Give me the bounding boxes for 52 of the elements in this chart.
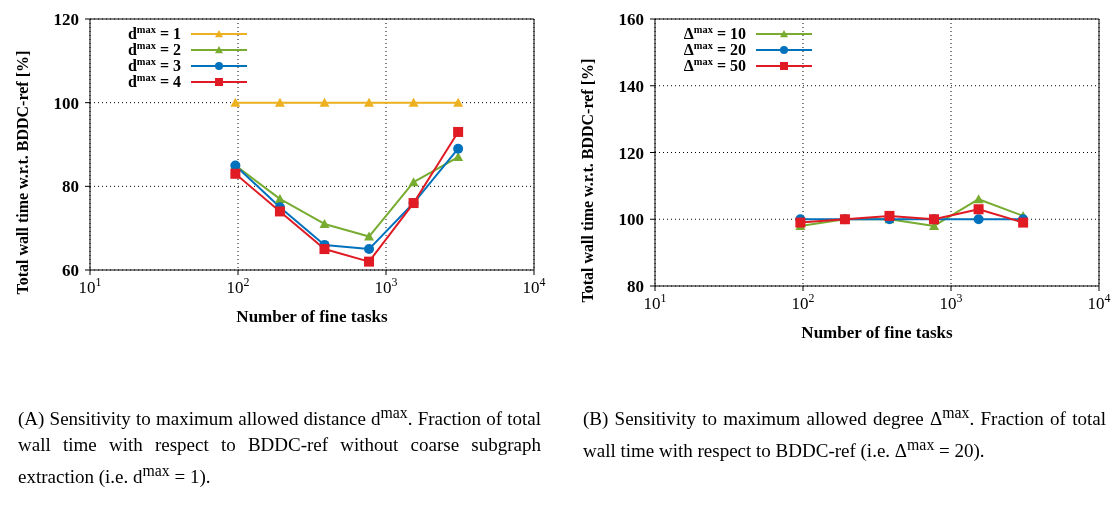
x-axis-title: Number of fine tasks (801, 323, 954, 342)
point (453, 152, 464, 162)
point (453, 143, 464, 154)
text: (B) Sensitivity to maximum allowed degree Δ$^{max}$. Fraction of total wall time with respect to BDDC-ref (i.e. Δ$^{max}$ = 20). (583, 404, 1106, 462)
point (453, 126, 464, 137)
x-tick-label: 10$^{2}$ (226, 275, 250, 297)
y-tick-label: 60 (62, 261, 79, 280)
point (364, 256, 375, 267)
point (274, 193, 285, 203)
x-tick-label: 10$^{3}$ (939, 291, 963, 313)
y-tick-label: 80 (627, 277, 644, 296)
x-tick-label: 10$^{4}$ (1087, 291, 1111, 313)
legend-label: d$^{max}$ = 3 (126, 55, 181, 74)
x-axis-title: Number of fine tasks (236, 307, 389, 326)
point (364, 97, 375, 107)
x-tick-label: 10$^{4}$ (522, 275, 546, 297)
point (274, 206, 285, 217)
text: (A) Sensitivity to maximum allowed distance d$^{max}$. Fraction of total wall time with respect to BDDC-ref without coarse subgraph extraction (i.e. d$^{max}$ = 1). (18, 403, 542, 490)
x-tick-label: 10$^{1}$ (78, 275, 102, 297)
legend-label: d$^{max}$ = 1 (126, 23, 181, 42)
x-tick-label: 10$^{3}$ (374, 275, 398, 297)
point (364, 231, 375, 241)
legend-label: d$^{max}$ = 4 (126, 71, 181, 90)
point (230, 97, 241, 107)
point (973, 214, 984, 225)
y-tick-label: 140 (618, 76, 644, 96)
point (408, 97, 419, 107)
point (884, 210, 895, 221)
y-tick-label: 160 (618, 10, 644, 29)
point (408, 177, 419, 187)
legend-label: Δ$^{max}$ = 50 (682, 55, 746, 74)
legend-label: Δ$^{max}$ = 10 (682, 23, 746, 42)
point (453, 97, 464, 107)
point (230, 168, 241, 179)
y-tick-label: 80 (62, 177, 79, 197)
y-tick-label: 100 (618, 210, 644, 230)
x-tick-label: 10$^{2}$ (791, 291, 815, 313)
y-tick-label: 100 (53, 93, 79, 113)
y-tick-label: 120 (618, 143, 644, 163)
x-tick-label: 10$^{1}$ (643, 291, 667, 313)
point (319, 218, 330, 228)
point (319, 97, 330, 107)
point (973, 194, 984, 204)
point (274, 97, 285, 107)
point (973, 204, 984, 215)
point (319, 244, 330, 255)
legend-label: d$^{max}$ = 2 (126, 39, 181, 58)
y-axis-title: Total wall time w.r.t. BDDC-ref [%] (13, 50, 31, 295)
legend-label: Δ$^{max}$ = 20 (682, 39, 746, 58)
y-tick-label: 120 (53, 10, 79, 29)
y-axis-title: Total wall time w.r.t. BDDC-ref [%] (578, 58, 596, 303)
point (364, 244, 375, 255)
